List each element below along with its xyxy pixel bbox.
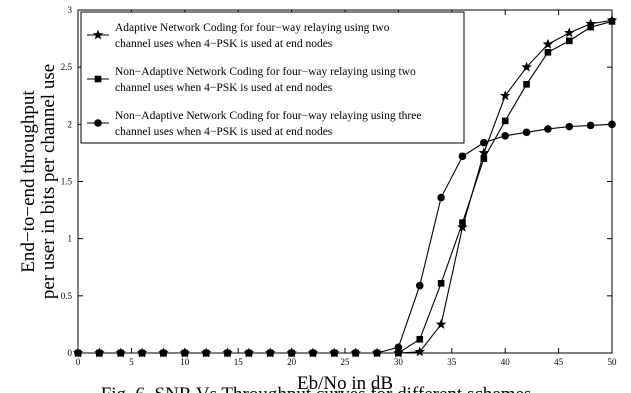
y-tick-label: 0 (68, 348, 73, 358)
y-tick-label: 1.5 (61, 177, 73, 187)
series-3-point (608, 120, 616, 129)
series-2-point (565, 37, 573, 45)
legend-marker-1 (92, 29, 104, 40)
series-3-point (159, 349, 168, 357)
series-1-point (585, 18, 596, 29)
series-3-point (74, 349, 82, 357)
series-3-point (437, 193, 445, 202)
series-3-point (116, 349, 125, 357)
series-3-point (287, 349, 296, 357)
series-2-point (544, 49, 552, 56)
series-2-point (395, 349, 402, 357)
series-2-point (501, 117, 509, 125)
series-1-point (564, 27, 575, 38)
x-tick-label: 45 (554, 357, 564, 367)
series-2-point (459, 219, 466, 226)
y-tick-label: 3 (68, 5, 73, 15)
series-2-point (416, 335, 424, 343)
series-3-point (480, 138, 488, 147)
series-3-point (245, 349, 253, 357)
series-3-point (394, 343, 403, 352)
series-3-point (501, 131, 510, 140)
series-1-point (478, 147, 490, 158)
series-1-point (457, 221, 468, 232)
legend-marker-3 (94, 119, 102, 127)
series-2-point (437, 279, 445, 287)
series-3-line (78, 123, 613, 354)
series-3-point (202, 349, 210, 357)
x-tick-label: 25 (341, 357, 351, 367)
series-3-point (223, 349, 232, 357)
series-3-point (373, 349, 381, 357)
legend-box (80, 11, 465, 144)
legend-entry-2-line-2: channel uses when 4−PSK is used at end n… (115, 82, 333, 94)
y-axis-label-line-2: per user in bits per channel use (38, 64, 59, 299)
x-axis-label: Eb/No in dB (297, 373, 393, 393)
series-2-point (480, 155, 488, 162)
legend-entry-3-line-2: channel uses when 4−PSK is used at end n… (115, 126, 333, 138)
legend-entry-2-line-1: Non−Adaptive Network Coding for four−way… (115, 66, 416, 78)
series-1-point (521, 61, 532, 72)
x-tick-label: 15 (234, 357, 244, 367)
x-tick-label: 40 (501, 357, 511, 367)
figure-caption: Fig. 6. SNR Vs Throughput curves for dif… (101, 384, 532, 393)
legend-entry-1-line-1: Adaptive Network Coding for four−way rel… (115, 22, 390, 34)
legend-entry-3-line-1: Non−Adaptive Network Coding for four−way… (115, 110, 421, 122)
x-tick-label: 50 (608, 357, 618, 367)
series-3-point (351, 349, 360, 357)
series-2-point (523, 81, 530, 88)
series-3-point (544, 125, 552, 133)
series-3-point (565, 122, 574, 131)
series-3-point (458, 152, 467, 161)
series-3-point (138, 349, 146, 357)
series-1-point (542, 38, 554, 49)
x-tick-label: 10 (180, 357, 190, 367)
y-tick-label: 0.5 (61, 291, 73, 301)
series-3-point (266, 349, 275, 357)
legend-marker-2 (94, 75, 102, 83)
series-3-point (330, 349, 339, 357)
y-axis-label-line-1: End−to−end throughput (18, 90, 39, 273)
series-1-point (435, 318, 447, 329)
series-2-point (587, 23, 594, 31)
series-2-point (608, 18, 616, 25)
legend-entry-1-line-2: channel uses when 4−PSK is used at end n… (115, 38, 333, 50)
y-tick-label: 2 (68, 119, 73, 129)
series-1-point (499, 90, 511, 101)
x-tick-label: 30 (394, 357, 404, 367)
series-3-point (415, 281, 424, 290)
y-tick-label: 1 (68, 234, 73, 244)
series-3-point (95, 349, 104, 357)
series-3-point (522, 128, 531, 137)
x-tick-label: 5 (129, 357, 134, 367)
x-tick-label: 35 (447, 357, 457, 367)
y-tick-label: 2.5 (61, 62, 73, 72)
x-tick-label: 0 (76, 357, 81, 367)
series-3-point (181, 349, 189, 357)
series-1-point (414, 346, 425, 357)
series-3-point (586, 121, 595, 130)
series-3-point (309, 349, 317, 357)
x-tick-label: 20 (287, 357, 297, 367)
